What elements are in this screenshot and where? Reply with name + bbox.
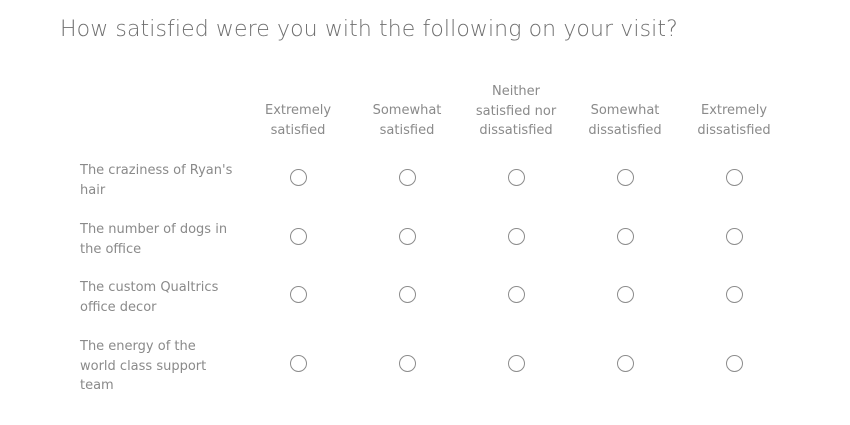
radio-button[interactable] — [725, 354, 743, 372]
column-header: Somewhat dissatisfied — [588, 103, 662, 138]
column-header: Extremely satisfied — [264, 103, 332, 138]
radio-button[interactable] — [289, 227, 307, 245]
radio-button[interactable] — [507, 227, 525, 245]
radio-button[interactable] — [616, 168, 634, 186]
column-header: Extremely dissatisfied — [697, 103, 771, 138]
radio-button[interactable] — [725, 168, 743, 186]
radio-button[interactable] — [725, 285, 743, 303]
radio-button[interactable] — [507, 168, 525, 186]
row-label: The custom Qualtrics office decor — [80, 280, 219, 315]
question-title: How satisfied were you with the followin… — [60, 17, 678, 42]
column-header: Somewhat satisfied — [372, 103, 442, 138]
radio-button[interactable] — [289, 285, 307, 303]
radio-button[interactable] — [507, 354, 525, 372]
radio-button[interactable] — [289, 354, 307, 372]
radio-button[interactable] — [398, 285, 416, 303]
row-label: The energy of the world class support te… — [80, 339, 207, 393]
radio-button[interactable] — [616, 354, 634, 372]
radio-button[interactable] — [398, 168, 416, 186]
radio-button[interactable] — [507, 285, 525, 303]
radio-button[interactable] — [616, 285, 634, 303]
radio-button[interactable] — [398, 227, 416, 245]
row-label: The craziness of Ryan's hair — [80, 163, 233, 198]
radio-button[interactable] — [616, 227, 634, 245]
radio-button[interactable] — [725, 227, 743, 245]
radio-button[interactable] — [289, 168, 307, 186]
column-header: Neither satisfied nor dissatisfied — [475, 84, 557, 138]
radio-button[interactable] — [398, 354, 416, 372]
row-label: The number of dogs in the office — [80, 222, 228, 257]
